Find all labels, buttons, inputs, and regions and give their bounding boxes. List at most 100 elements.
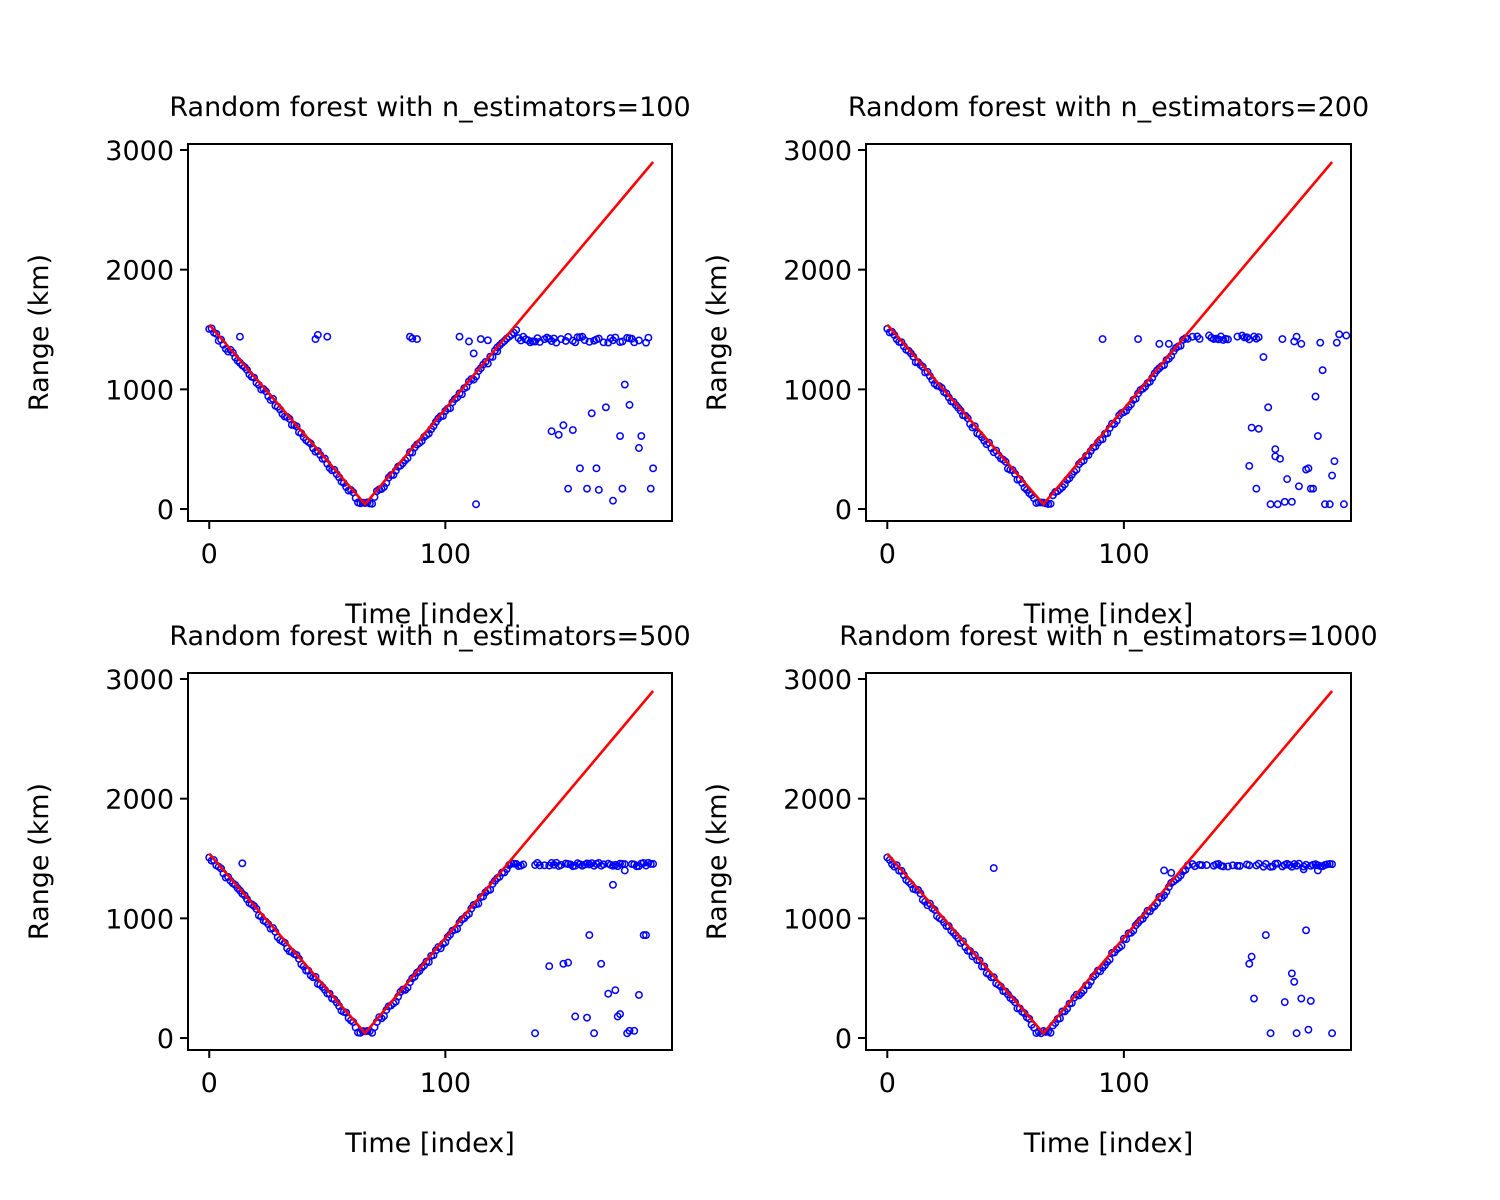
y-tick-label: 3000	[783, 665, 852, 696]
data-point	[1160, 866, 1169, 875]
data-point	[252, 904, 261, 913]
data-point	[1245, 461, 1254, 470]
data-point	[465, 337, 473, 346]
data-point	[1266, 500, 1275, 509]
axes-frame	[865, 672, 1352, 1051]
data-point	[1235, 861, 1244, 870]
data-point	[1328, 1029, 1337, 1038]
data-point	[989, 864, 998, 873]
axes-frame	[187, 143, 673, 522]
data-point	[599, 338, 608, 347]
data-point	[611, 333, 620, 342]
data-point	[568, 426, 577, 434]
data-point	[531, 1029, 540, 1038]
data-point	[1302, 926, 1310, 935]
x-axis-label: Time [index]	[1023, 599, 1194, 630]
data-point	[1280, 998, 1289, 1007]
data-point	[313, 330, 322, 339]
data-point	[1198, 861, 1206, 870]
data-point	[1195, 335, 1204, 343]
data-point	[1252, 484, 1261, 493]
data-point	[1254, 333, 1263, 342]
data-point	[311, 972, 320, 981]
data-point	[1313, 866, 1322, 875]
data-point	[1297, 994, 1306, 1003]
data-point	[620, 380, 629, 389]
data-point	[1266, 1029, 1275, 1038]
data-point	[592, 464, 601, 473]
data-point	[1233, 332, 1242, 341]
data-point	[554, 430, 563, 439]
subplot-title: Random forest with n_estimators=500	[169, 621, 690, 652]
data-point	[559, 421, 568, 430]
x-tick-label: 100	[420, 539, 472, 570]
data-point	[630, 338, 639, 347]
data-point	[212, 329, 221, 338]
data-point	[1245, 959, 1254, 968]
data-point	[585, 337, 594, 346]
subplot-title: Random forest with n_estimators=100	[169, 92, 690, 123]
fit-line	[208, 690, 655, 1036]
data-point	[644, 333, 653, 342]
data-point	[1134, 335, 1143, 344]
data-point	[408, 334, 417, 343]
data-point	[630, 1026, 639, 1035]
data-point	[585, 931, 594, 940]
data-point	[1299, 865, 1308, 874]
data-point	[472, 500, 480, 509]
data-point	[620, 866, 629, 875]
y-tick-label: 2000	[105, 256, 174, 287]
data-point	[1155, 339, 1164, 348]
data-point	[575, 464, 584, 473]
data-point	[1292, 332, 1301, 341]
y-tick-label: 3000	[783, 136, 852, 167]
data-point	[1297, 339, 1306, 348]
data-point	[1098, 335, 1107, 344]
x-tick-label: 0	[201, 539, 218, 570]
data-point	[557, 335, 565, 344]
data-point	[634, 990, 643, 999]
data-point	[639, 931, 648, 940]
data-point	[1304, 1025, 1313, 1034]
axes-frame	[187, 672, 673, 1051]
data-point	[1339, 500, 1348, 509]
x-tick-label: 100	[420, 1068, 472, 1099]
y-tick-label: 2000	[783, 256, 852, 287]
data-point	[1316, 338, 1325, 347]
data-point	[368, 499, 377, 508]
y-axis-label: Range (km)	[702, 254, 733, 411]
data-point	[1276, 454, 1284, 463]
data-point	[942, 389, 951, 398]
data-point	[1259, 353, 1268, 361]
data-point	[564, 333, 573, 341]
data-point	[597, 959, 606, 968]
data-point	[238, 859, 247, 868]
data-point	[557, 861, 565, 869]
data-point	[625, 1026, 634, 1035]
data-point	[618, 484, 627, 493]
data-point	[1167, 868, 1176, 877]
y-tick-label: 1000	[105, 904, 174, 935]
data-point	[535, 861, 544, 870]
data-point	[634, 444, 643, 452]
fit-line	[886, 161, 1334, 507]
data-point	[476, 335, 485, 344]
data-point	[594, 334, 603, 343]
data-point	[646, 484, 655, 493]
x-tick-label: 0	[879, 539, 896, 570]
data-point	[601, 403, 610, 412]
y-tick-label: 1000	[783, 375, 852, 406]
data-point	[590, 1029, 599, 1038]
data-point	[649, 464, 658, 473]
data-point	[519, 860, 528, 869]
data-point	[970, 422, 979, 431]
data-point	[559, 959, 568, 968]
data-point	[609, 880, 617, 889]
data-point	[1287, 969, 1296, 978]
y-axis-label: Range (km)	[24, 254, 55, 411]
data-point	[1292, 1029, 1301, 1038]
data-point	[1261, 931, 1270, 940]
data-point	[583, 484, 591, 493]
x-axis-label: Time [index]	[1023, 1128, 1194, 1159]
